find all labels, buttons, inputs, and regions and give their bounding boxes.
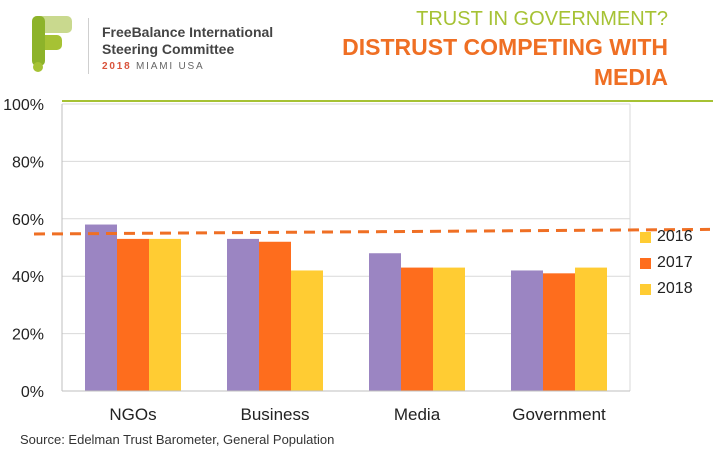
bar <box>433 267 465 391</box>
legend-label: 2016 <box>657 228 693 245</box>
x-tick-label: Business <box>241 405 310 424</box>
bar <box>117 238 149 391</box>
legend-item: 2017 <box>640 250 693 276</box>
y-tick-label: 20% <box>12 327 44 344</box>
x-tick-label: Government <box>512 405 606 424</box>
event-year: 2018 <box>102 61 132 72</box>
legend-label: 2018 <box>657 280 693 297</box>
y-tick-label: 0% <box>21 384 44 401</box>
x-tick-label: Media <box>394 405 441 424</box>
event-place: MIAMI USA <box>136 61 205 72</box>
bar <box>511 270 543 391</box>
y-tick-label: 40% <box>12 269 44 286</box>
bar <box>291 270 323 391</box>
bar <box>575 267 607 391</box>
legend-swatch <box>640 283 651 295</box>
header-rule <box>62 100 713 102</box>
legend-item: 2018 <box>640 276 693 302</box>
org-name: FreeBalance International Steering Commi… <box>102 24 273 58</box>
y-tick-label: 60% <box>12 212 44 229</box>
x-tick-label: NGOs <box>109 405 156 424</box>
chart-legend: 2016 2017 2018 <box>640 224 693 302</box>
org-name-line1: FreeBalance International <box>102 24 274 40</box>
bar <box>227 238 259 391</box>
bar <box>543 273 575 391</box>
y-tick-label: 80% <box>12 154 44 171</box>
bar <box>85 224 117 391</box>
source-note: Source: Edelman Trust Barometer, General… <box>20 432 335 447</box>
legend-item: 2016 <box>640 224 693 250</box>
legend-label: 2017 <box>657 254 693 271</box>
bar <box>259 241 291 391</box>
y-tick-label: 100% <box>3 97 44 114</box>
bar <box>401 267 433 391</box>
event-line: 2018 MIAMI USA <box>102 61 204 72</box>
headline-line1: TRUST IN GOVERNMENT? <box>416 8 668 30</box>
trend-line <box>33 227 711 236</box>
legend-swatch <box>640 231 651 243</box>
legend-swatch <box>640 257 651 269</box>
headline-line2: DISTRUST COMPETING WITH MEDIA <box>342 34 668 90</box>
bar <box>149 238 181 391</box>
bar <box>369 253 401 391</box>
headline: TRUST IN GOVERNMENT? DISTRUST COMPETING … <box>308 6 668 92</box>
org-name-line2: Steering Committee <box>102 41 235 57</box>
freebalance-logo <box>32 16 72 72</box>
logo-divider <box>88 18 89 74</box>
